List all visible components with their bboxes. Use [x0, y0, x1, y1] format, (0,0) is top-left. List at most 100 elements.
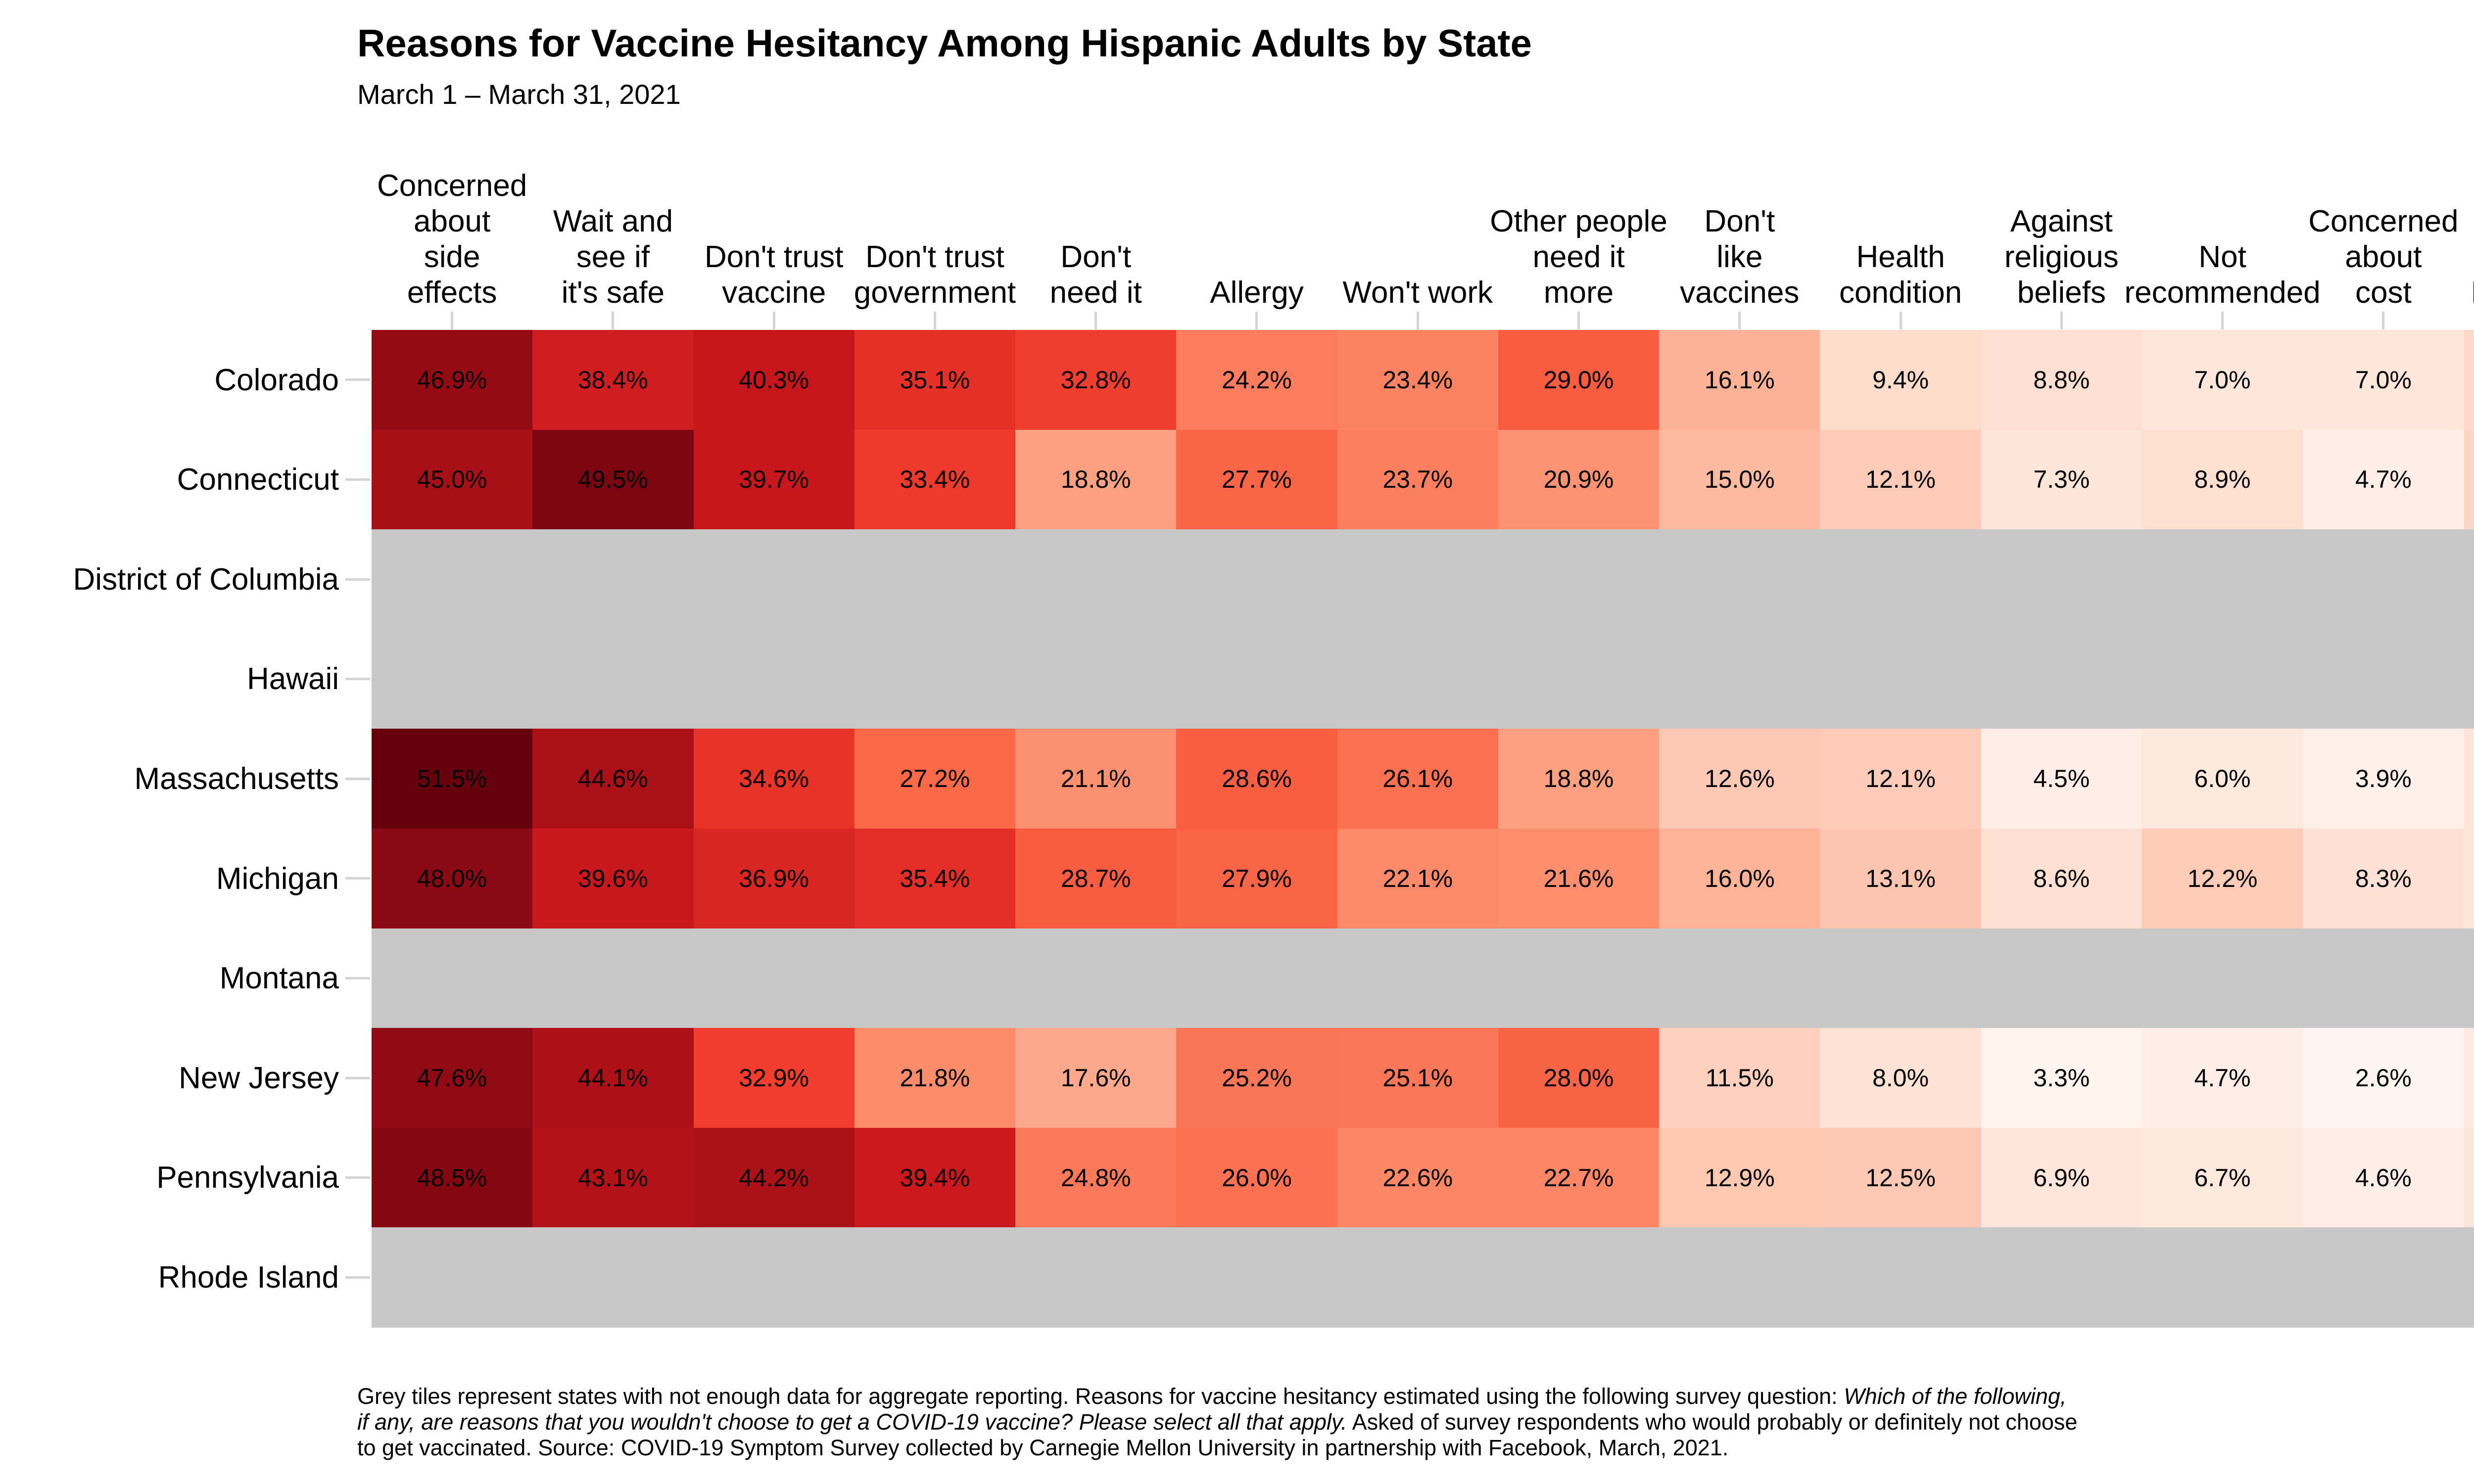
state-tick-left: [345, 1076, 370, 1079]
heatmap-cell: [1176, 429, 1338, 530]
state-tick-left: [345, 1276, 370, 1279]
heatmap-cell: [2464, 1028, 2474, 1128]
heatmap-cell: [1820, 429, 1982, 530]
heatmap-cell: [1659, 729, 1821, 829]
heatmap-cell-value: 16.0%: [1704, 864, 1775, 892]
heatmap-cell-value: 44.6%: [578, 765, 648, 793]
state-tick-left: [345, 378, 370, 381]
column-header: Concerned about cost: [2308, 204, 2459, 310]
column-header: Health condition: [1839, 240, 1962, 310]
heatmap-cell-value: 17.6%: [1060, 1064, 1131, 1092]
heatmap-cell: [1820, 729, 1982, 829]
chart-title: Reasons for Vaccine Hesitancy Among Hisp…: [357, 21, 1532, 65]
na-row-band: [372, 629, 2474, 729]
column-tick: [772, 312, 775, 329]
heatmap-cell: [2141, 1127, 2304, 1228]
state-label: Pennsylvania: [156, 1160, 339, 1195]
heatmap-cell: [1820, 1028, 1982, 1128]
heatmap-cell: [372, 729, 533, 829]
heatmap-cell-value: 47.6%: [417, 1064, 487, 1092]
heatmap-cell: [1659, 829, 1821, 929]
heatmap-cell: [2141, 829, 2304, 929]
heatmap-cell-value: 29.0%: [1543, 366, 1614, 394]
heatmap-cell-value: 51.5%: [417, 765, 487, 793]
column-header: Not recommended: [2124, 240, 2321, 310]
heatmap-cell-value: 10.5%: [2464, 430, 2474, 530]
column-tick: [612, 312, 615, 329]
heatmap-cell-value: 39.4%: [900, 1163, 970, 1192]
chart-subtitle: March 1 – March 31, 2021: [357, 79, 681, 110]
heatmap-cell-value: 15.0%: [1704, 465, 1775, 494]
heatmap-cell-value: 11.5%: [1705, 1064, 1774, 1092]
heatmap-cell: [372, 1127, 533, 1228]
heatmap-cell-value: 2.6%: [2355, 1064, 2412, 1092]
heatmap-cell-value: 4.7%: [2355, 465, 2412, 494]
heatmap-cell-value: 35.1%: [900, 366, 970, 394]
heatmap-cell-value: 44.2%: [739, 1163, 809, 1192]
heatmap-cell-value: 48.5%: [417, 1163, 487, 1192]
column-header: Don't trust government: [854, 240, 1016, 310]
heatmap-cell: [1015, 1028, 1177, 1128]
heatmap-cell-value: 6.9%: [2033, 1163, 2090, 1192]
heatmap-cell-value: 23.4%: [1382, 366, 1453, 394]
heatmap-cell-value: 34.6%: [739, 765, 809, 793]
heatmap-cell-value: 8.9%: [2194, 465, 2251, 494]
heatmap-cell: [2141, 729, 2304, 829]
heatmap-cell: [1981, 1127, 2142, 1228]
heatmap-cell: [2464, 429, 2474, 530]
heatmap-cell: [1015, 829, 1177, 929]
state-label: Hawaii: [246, 662, 339, 696]
heatmap-cell-value: 27.7%: [1222, 465, 1292, 494]
heatmap-cell: [372, 330, 533, 430]
heatmap-cell-value: 45.0%: [417, 465, 487, 494]
heatmap-cell: [1981, 729, 2142, 829]
heatmap-cell-value: 6.7%: [2194, 1163, 2251, 1192]
heatmap-cell: [1981, 829, 2142, 929]
column-tick: [1738, 312, 1741, 329]
heatmap-cell-value: 7.0%: [2355, 366, 2412, 394]
heatmap-cell-value: 4.5%: [2033, 765, 2090, 793]
heatmap-cell-value: 25.2%: [1222, 1064, 1292, 1092]
heatmap-cell-value: 43.1%: [578, 1163, 648, 1192]
column-header: Against religious beliefs: [2004, 204, 2119, 310]
footer-line: Grey tiles represent states with not eno…: [357, 1384, 2077, 1409]
column-tick: [2060, 312, 2063, 329]
heatmap-cell-value: 27.2%: [900, 765, 970, 793]
heatmap-cell-value: 48.0%: [417, 864, 487, 892]
heatmap-cell-value: 24.2%: [1222, 366, 1292, 394]
heatmap-cell: [2303, 829, 2465, 929]
heatmap-cell-value: 8.8%: [2033, 366, 2090, 394]
heatmap-cell: [693, 1028, 855, 1128]
heatmap-cell-value: 8.3%: [2355, 864, 2412, 892]
heatmap-cell-value: 24.8%: [1060, 1163, 1131, 1192]
heatmap-cell-value: 12.1%: [1865, 765, 1936, 793]
heatmap-cell-value: 12.5%: [1865, 1163, 1936, 1192]
heatmap-cell: [1498, 330, 1660, 430]
heatmap-cell: [693, 829, 855, 929]
heatmap-cell: [1176, 1028, 1338, 1128]
heatmap-cell-value: 3.9%: [2355, 765, 2412, 793]
heatmap-cell-value: 4.6%: [2355, 1163, 2412, 1192]
column-header: Wait and see if it's safe: [553, 204, 673, 310]
heatmap-cell: [1337, 330, 1499, 430]
state-label: Montana: [219, 961, 339, 996]
heatmap-cell: [532, 330, 694, 430]
column-tick: [933, 312, 936, 329]
heatmap-cell: [854, 429, 1016, 530]
heatmap-cell-value: 18.8%: [1543, 765, 1614, 793]
heatmap-cell-value: 7.3%: [2033, 465, 2090, 494]
heatmap-cell: [1981, 1028, 2142, 1128]
footer-segment-italic: if any, are reasons that you wouldn't ch…: [357, 1409, 1347, 1435]
footer-line: to get vaccinated. Source: COVID-19 Symp…: [357, 1435, 2077, 1461]
state-label: New Jersey: [179, 1061, 339, 1095]
heatmap-cell-value: 13.1%: [1865, 864, 1936, 892]
heatmap-cell: [854, 1127, 1016, 1228]
heatmap-cell-value: 12.6%: [1704, 765, 1775, 793]
heatmap-cell-value: 21.8%: [900, 1064, 970, 1092]
heatmap: 46.9% 38.4% 40.3% 35.1% 32.8% 24.2% 23.4% 29.0%…: [372, 330, 2474, 1328]
column-tick: [1255, 312, 1258, 329]
footer-segment: to get vaccinated. Source: COVID-19 Symp…: [357, 1435, 1729, 1460]
heatmap-cell-value: 12.2%: [2187, 864, 2258, 892]
heatmap-cell-value: 22.7%: [1543, 1163, 1614, 1192]
heatmap-cell-value: 21.6%: [1543, 864, 1614, 892]
